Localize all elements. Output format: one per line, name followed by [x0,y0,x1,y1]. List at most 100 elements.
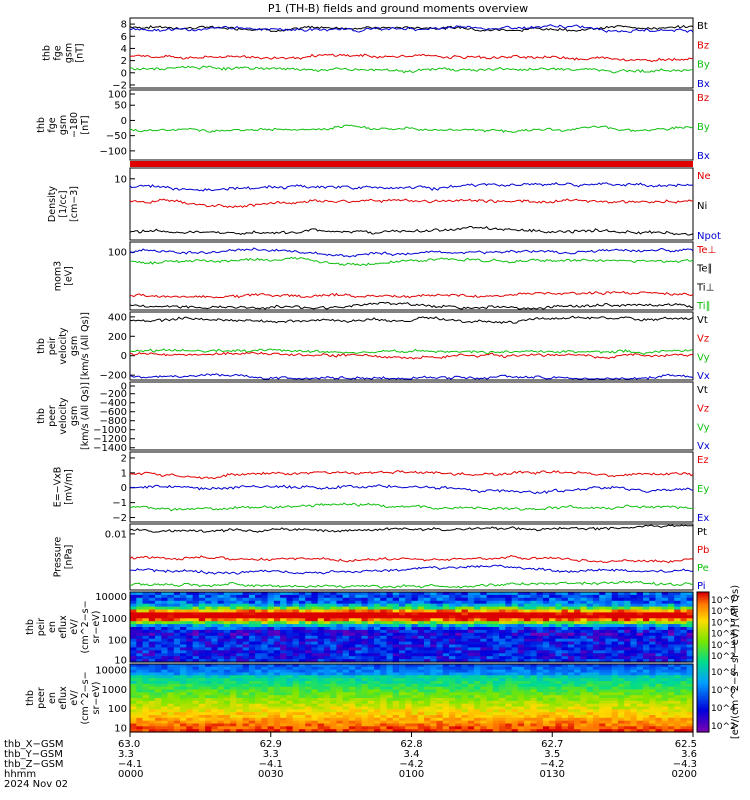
spectrogram-cell [192,729,200,733]
spectrogram-cell [392,592,400,596]
spectrogram-cell [455,632,463,637]
spectrogram-cell [392,627,400,631]
spectrogram-cell [186,695,194,699]
spectrogram-cell [292,681,300,685]
legend-vy: Vy [697,352,710,363]
separator-bar [130,161,693,167]
spectrogram-cell [298,675,306,679]
spectrogram-cell [286,641,294,646]
spectrogram-cell [148,715,156,719]
spectrogram-cell [217,632,225,637]
spectrogram-cell [217,669,225,674]
spectrogram-cell [492,632,500,637]
spectrogram-cell [549,689,556,693]
spectrogram-cell [668,681,675,685]
spectrogram-cell [298,709,306,713]
spectrogram-cell [599,709,607,713]
spectrogram-cell [223,592,231,596]
spectrogram-cell [430,669,438,674]
spectrogram-cell [236,709,244,713]
spectrogram-cell [355,692,363,696]
spectrogram-cell [536,597,544,602]
spectrogram-cell [330,723,338,727]
spectrogram-cell [155,703,162,708]
spectrogram-cell [286,726,294,730]
spectrogram-cell [336,675,344,679]
colorbar-segment [697,728,709,731]
spectrogram-cell [317,692,325,696]
spectrogram-cell [530,627,538,631]
spectrogram-cell [624,653,632,657]
spectrogram-cell [280,712,287,716]
spectrogram-cell [380,664,388,668]
y-axis-label: peer [36,687,47,709]
colorbar-segment [697,730,709,733]
spectrogram-cell [161,612,169,616]
spectrogram-cell [130,632,137,637]
spectrogram-cell [317,650,325,654]
spectrogram-cell [217,681,225,685]
spectrogram-cell [173,678,181,682]
spectrogram-cell [217,618,225,622]
spectrogram-cell [311,678,319,682]
spectrogram-cell [674,641,682,646]
spectrogram-cell [323,603,331,608]
spectrogram-cell [643,612,650,616]
spectrogram-cell [286,664,294,668]
spectrogram-cell [611,664,619,668]
spectrogram-cell [486,695,494,699]
spectrogram-cell [574,672,581,676]
spectrogram-cell [624,632,632,637]
spectrogram-cell [305,703,313,708]
spectrogram-cell [480,664,488,668]
spectrogram-cell [211,729,219,733]
spectrogram-cell [486,709,494,713]
spectrogram-cell [417,683,425,688]
spectrogram-cell [280,695,287,699]
spectrogram-cell [517,675,525,679]
spectrogram-cell [167,656,175,660]
spectrogram-cell [323,612,331,616]
spectrogram-cell [567,717,575,722]
spectrogram-cell [348,720,356,725]
spectrogram-cell [142,669,150,674]
spectrogram-cell [186,635,194,640]
spectrogram-cell [417,627,425,631]
spectrogram-cell [624,592,632,596]
spectrogram-cell [167,647,175,651]
spectrogram-cell [248,615,256,619]
spectrogram-cell [198,606,206,611]
spectrogram-cell [511,686,519,691]
spectrogram-cell [386,664,394,668]
spectrogram-cell [230,656,237,660]
spectrogram-cell [161,650,169,654]
colorbar-segment [697,718,709,721]
spectrogram-cell [192,624,200,628]
spectrogram-cell [680,706,688,710]
spectrogram-cell [511,629,519,634]
spectrogram-cell [255,653,262,657]
spectrogram-cell [561,678,569,682]
spectrogram-cell [399,612,406,616]
spectrogram-cell [342,629,350,634]
spectrogram-cell [348,664,356,668]
spectrogram-cell [530,715,538,719]
spectrogram-cell [273,683,281,688]
spectrogram-cell [424,618,431,622]
spectrogram-cell [611,678,619,682]
spectrogram-cell [367,664,375,668]
spectrogram-cell [142,600,150,605]
spectrogram-cell [336,612,344,616]
spectrogram-cell [474,632,481,637]
legend-vz: Vz [697,404,709,415]
spectrogram-cell [599,597,607,602]
spectrogram-cell [136,692,144,696]
spectrogram-cell [492,678,500,682]
spectrogram-cell [605,618,613,622]
spectrogram-cell [549,618,556,622]
spectrogram-cell [542,638,550,643]
spectrogram-cell [536,618,544,622]
spectrogram-cell [561,635,569,640]
spectrogram-cell [286,700,294,705]
spectrogram-cell [686,647,694,651]
